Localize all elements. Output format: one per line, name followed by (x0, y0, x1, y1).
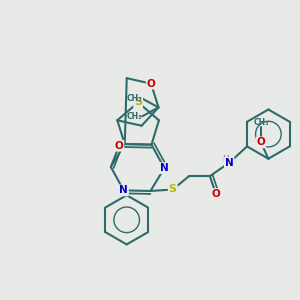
Text: O: O (256, 137, 265, 147)
Text: CH₃: CH₃ (127, 94, 142, 103)
Text: S: S (169, 184, 177, 194)
Text: S: S (134, 98, 142, 107)
Text: CH₃: CH₃ (253, 118, 269, 127)
Text: N: N (225, 158, 234, 168)
Text: N: N (119, 185, 128, 195)
Text: O: O (147, 79, 155, 88)
Text: CH₃: CH₃ (127, 112, 142, 121)
Text: H: H (223, 155, 229, 164)
Text: O: O (212, 189, 220, 199)
Text: O: O (115, 141, 124, 151)
Text: N: N (160, 163, 169, 173)
